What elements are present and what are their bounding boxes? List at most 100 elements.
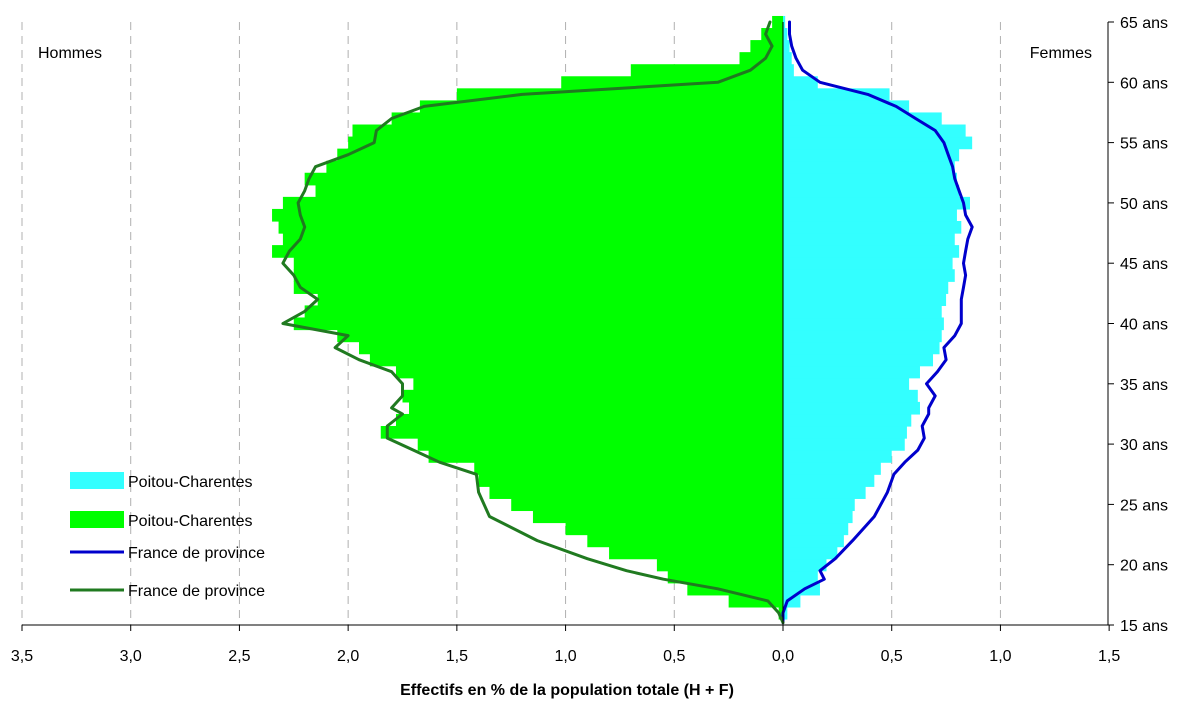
women-bar [783,510,853,524]
men-bar [772,15,783,29]
men-bar [456,88,783,101]
women-bar [783,377,910,391]
women-bar [783,100,910,114]
women-bar [783,64,794,77]
women-bar [783,317,944,331]
women-bar [783,112,942,126]
y-tick-label: 65 ans [1120,15,1168,32]
men-bar [315,184,783,198]
men-bar [419,100,783,114]
women-bar [783,413,912,427]
women-bar [783,438,905,451]
y-tick-label: 20 ans [1120,558,1168,575]
men-bar [282,233,783,246]
men-bar [561,76,783,89]
men-bar [587,534,783,548]
women-bar [783,184,960,198]
men-bar [359,341,783,355]
men-bar [511,498,783,512]
men-bar [402,389,783,403]
women-bar [783,426,907,439]
women-bar [783,522,849,536]
y-tick-label: 35 ans [1120,377,1168,394]
men-bar [667,570,783,584]
women-reference-line [781,20,974,625]
women-bar [783,329,942,343]
women-bar [783,28,788,41]
women-bar [783,606,788,620]
men-bar [317,293,783,307]
women-bar [783,534,844,548]
men-bar [409,401,783,415]
x-tick-label: 1,0 [554,648,576,665]
y-axis-ticks: 15 ans 20 ans 25 ans 30 ans 35 ans 40 ans 45 a… [1108,15,1168,635]
men-bar [630,64,783,77]
x-tick-label: 2,0 [337,648,359,665]
women-bar [783,208,957,222]
women-bar [783,462,881,475]
women-bar [783,570,818,584]
men-bar [337,329,783,343]
women-bar [783,401,920,415]
men-reference-line [281,20,785,625]
y-tick-label: 55 ans [1120,136,1168,153]
men-bar [369,353,783,367]
men-bar [348,136,783,150]
men-bar [391,112,783,126]
x-axis-ticks: 3,5 3,0 2,5 2,0 1,5 1,0 0,5 0,0 0,5 1,0 1,5 [11,625,1120,665]
men-bar [750,40,783,53]
women-bar [783,281,949,294]
men-bar [326,160,783,174]
women-bar [783,196,970,210]
men-bar [337,148,783,162]
men-bar [474,462,783,475]
x-tick-label: 0,5 [881,648,903,665]
women-bar [783,40,790,53]
men-bar [293,269,783,282]
women-bar [783,305,942,319]
women-bar [783,546,838,560]
legend-label-men-line: France de province [128,583,265,600]
women-bar [783,389,918,403]
y-tick-label: 25 ans [1120,497,1168,514]
women-bar [783,558,827,572]
women-bar [783,15,786,29]
x-tick-label: 2,5 [228,648,250,665]
x-axis-title: Effectifs en % de la population totale (… [400,682,734,699]
women-bar [783,124,966,138]
x-tick-label: 0,5 [663,648,685,665]
men-bar [278,220,783,234]
women-bar [783,245,960,258]
women-bar [783,220,962,234]
y-tick-label: 45 ans [1120,256,1168,273]
women-bar [783,160,955,174]
women-bar [783,148,960,162]
x-tick-label: 1,5 [446,648,468,665]
men-bar [532,510,783,524]
reference-lines [281,20,974,625]
men-bar [413,377,783,391]
women-bar [783,353,934,367]
women-bar [783,498,855,512]
women-bar [783,52,792,65]
x-tick-label: 1,0 [989,648,1011,665]
x-tick-label: 3,0 [120,648,142,665]
men-bar [489,486,783,499]
women-bar [783,88,890,101]
left-side-label: Hommes [38,45,102,62]
men-bar [687,582,783,596]
legend-swatch-men-bars [70,511,124,528]
women-bar [783,341,940,355]
x-tick-label: 0,0 [772,648,794,665]
y-tick-label: 15 ans [1120,618,1168,635]
y-tick-label: 60 ans [1120,75,1168,92]
men-bar [282,196,783,210]
women-bar [783,450,892,463]
men-bar [272,208,783,222]
women-bar [783,136,973,150]
men-bar [293,257,783,270]
men-bar [565,522,783,536]
men-bar [293,317,783,331]
men-bar [304,305,783,319]
